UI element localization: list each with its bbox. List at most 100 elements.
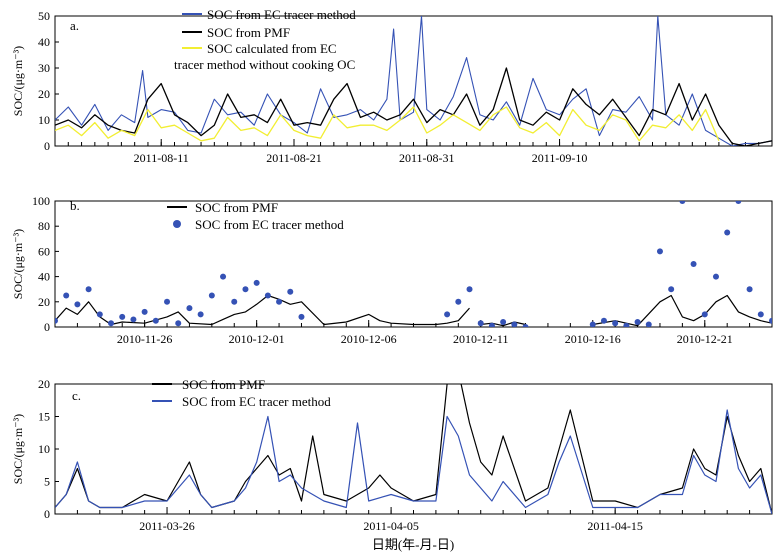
ec-scatter-point — [175, 320, 182, 327]
panel-c-y-ticks: 0 5 10 15 20 — [38, 377, 59, 521]
ec-scatter-point — [656, 248, 663, 255]
ec-scatter-point — [735, 201, 742, 204]
ec-scatter-point — [712, 273, 719, 280]
series-line-b-0 — [55, 294, 470, 326]
y-tick-label: 40 — [38, 270, 50, 284]
panel-b-series — [55, 201, 772, 327]
series-line-a-2 — [55, 106, 720, 142]
y-tick-label: 0 — [44, 320, 50, 334]
panel-b-y-ticks: 0 20 40 60 80 100 — [32, 194, 59, 334]
y-tick-label: 10 — [38, 442, 50, 456]
ec-scatter-point — [220, 273, 227, 280]
ec-scatter-point — [488, 322, 495, 327]
panel-c-label: c. — [72, 388, 81, 403]
ec-scatter-point — [522, 324, 529, 327]
ec-scatter-point — [152, 317, 159, 324]
x-tick-label: 2011-08-21 — [266, 151, 322, 165]
panel-b-axes — [54, 200, 773, 328]
x-tick-label: 2010-12-11 — [453, 332, 509, 346]
y-tick-label: 30 — [38, 61, 50, 75]
ec-scatter-point — [141, 308, 148, 315]
ec-scatter-point — [701, 311, 708, 318]
legend-a-pmf: SOC from PMF — [207, 25, 290, 40]
y-tick-label: 60 — [38, 244, 50, 258]
y-tick-label: 80 — [38, 219, 50, 233]
series-line-c-1 — [55, 409, 772, 514]
legend-c-pmf: SOC from PMF — [182, 377, 265, 392]
x-tick-label: 2010-12-16 — [565, 332, 621, 346]
x-axis-label: 日期(年-月-日) — [372, 537, 454, 552]
panel-a-series — [55, 16, 772, 146]
series-line-b-2 — [592, 294, 772, 327]
ec-scatter-point — [276, 298, 283, 305]
ec-scatter-point — [455, 298, 462, 305]
ec-scatter-point — [119, 313, 126, 320]
ec-scatter-point — [634, 318, 641, 325]
legend-a-ec: SOC from EC tracer method — [207, 7, 356, 22]
ec-scatter-point — [668, 286, 675, 293]
ec-scatter-point — [500, 318, 507, 325]
ec-scatter-point — [298, 313, 305, 320]
ec-scatter-point — [242, 286, 249, 293]
ec-scatter-point — [197, 311, 204, 318]
ec-scatter-point — [600, 317, 607, 324]
legend-b-swatch-ec — [173, 220, 181, 228]
x-tick-label: 2011-08-11 — [134, 151, 189, 165]
panel-a-axes — [54, 15, 773, 147]
panel-a-legend: SOC from EC tracer method SOC from PMF S… — [174, 7, 356, 72]
series-line-a-0 — [55, 16, 772, 146]
ec-scatter-point — [769, 317, 772, 324]
panel-b-y-label: SOC/(μg·m⁻³) — [11, 229, 25, 299]
ec-scatter-point — [679, 201, 686, 204]
x-tick-label: 2011-09-10 — [532, 151, 588, 165]
panel-a-y-ticks: 0 10 20 30 40 50 — [38, 9, 59, 153]
ec-scatter-point — [96, 311, 103, 318]
y-tick-label: 15 — [38, 410, 50, 424]
y-tick-label: 40 — [38, 35, 50, 49]
y-tick-label: 10 — [38, 113, 50, 127]
panel-b: 0 20 40 60 80 100 2010-11-26 2010-12-01 2010-12… — [11, 194, 773, 346]
legend-c-ec: SOC from EC tracer method — [182, 394, 331, 409]
ec-scatter-point — [231, 298, 238, 305]
panel-c-series — [55, 384, 772, 514]
ec-scatter-point — [74, 301, 81, 308]
ec-scatter-point — [511, 321, 518, 327]
panel-a-x-ticks: 2011-08-11 2011-08-21 2011-08-31 2011-09-10 — [54, 139, 773, 165]
ec-scatter-point — [208, 292, 215, 299]
y-tick-label: 20 — [38, 377, 50, 391]
ec-scatter-point — [85, 286, 92, 293]
ec-scatter-point — [690, 261, 697, 267]
legend-a-yellow-line1: SOC calculated from EC — [207, 41, 337, 56]
ec-scatter-point — [612, 320, 619, 327]
ec-scatter-point — [477, 320, 484, 327]
legend-a-yellow-line2: tracer method without cooking OC — [174, 57, 355, 72]
ec-scatter-point — [108, 320, 115, 327]
ec-scatter-point — [264, 292, 271, 299]
ec-scatter-point — [130, 316, 137, 323]
ec-scatter-point — [589, 321, 596, 327]
x-tick-label: 2011-08-31 — [399, 151, 455, 165]
x-tick-label: 2011-03-26 — [139, 519, 195, 533]
legend-b-ec: SOC from EC tracer method — [195, 217, 344, 232]
panel-c-y-label: SOC/(μg·m⁻³) — [11, 414, 25, 484]
panel-a-label: a. — [70, 18, 79, 33]
ec-scatter-point — [623, 322, 630, 327]
ec-scatter-point — [253, 279, 260, 286]
panel-b-legend: SOC from PMF SOC from EC tracer method — [167, 200, 344, 232]
ec-scatter-point — [746, 286, 753, 293]
ec-scatter-point — [63, 292, 70, 299]
y-tick-label: 0 — [44, 507, 50, 521]
series-line-a-1 — [55, 67, 772, 146]
panel-c-x-ticks: 2011-03-26 2011-04-05 2011-04-15 — [54, 507, 773, 533]
x-tick-label: 2011-04-05 — [363, 519, 419, 533]
x-tick-label: 2010-11-26 — [117, 332, 173, 346]
y-tick-label: 20 — [38, 87, 50, 101]
legend-b-pmf: SOC from PMF — [195, 200, 278, 215]
y-tick-label: 0 — [44, 139, 50, 153]
ec-scatter-point — [444, 311, 451, 318]
panel-b-label: b. — [70, 198, 80, 213]
series-line-c-0 — [55, 384, 772, 514]
ec-scatter-point — [724, 229, 731, 236]
